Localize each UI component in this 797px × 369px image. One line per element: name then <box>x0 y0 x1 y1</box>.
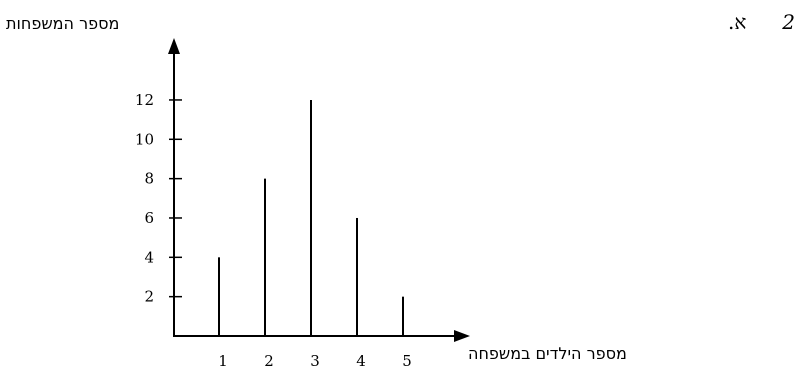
x-axis-arrow <box>454 330 470 342</box>
y-tick-label: 12 <box>135 91 154 109</box>
x-tick-label: 5 <box>402 352 412 369</box>
x-tick-label: 2 <box>264 352 274 369</box>
x-tick-label: 4 <box>356 352 366 369</box>
question-part: א. <box>728 10 747 34</box>
y-tick-label: 2 <box>144 288 154 306</box>
y-tick-label: 10 <box>135 130 154 148</box>
y-tick-label: 6 <box>144 209 154 227</box>
y-tick-label: 4 <box>144 248 154 266</box>
question-number: 2 <box>782 10 795 34</box>
y-tick-label: 8 <box>144 170 154 188</box>
x-tick-label: 1 <box>218 352 228 369</box>
x-axis-label: מספר הילדים במשפחה <box>468 344 627 363</box>
x-tick-label: 3 <box>310 352 320 369</box>
y-axis-arrow <box>168 38 180 54</box>
y-axis-label: מספר המשפחות <box>6 14 120 33</box>
